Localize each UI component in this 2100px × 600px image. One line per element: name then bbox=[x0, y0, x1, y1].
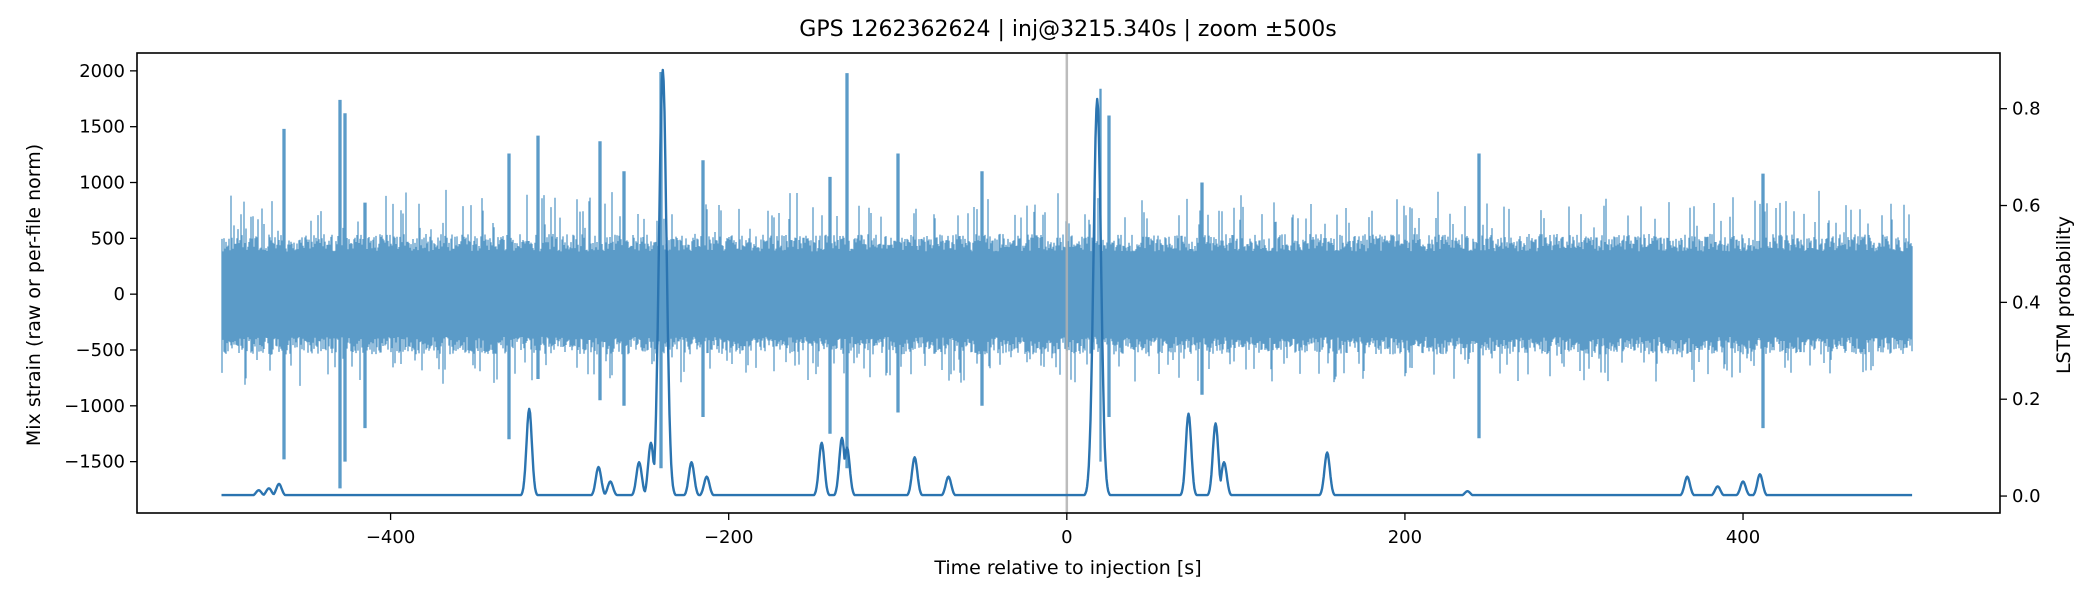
x-tick-label: 200 bbox=[1388, 527, 1422, 548]
y-left-tick-label: −1500 bbox=[64, 452, 125, 473]
axes-layer: −400 −200 0 200 400 −1500 −1000 −500 0 500 1000 150… bbox=[64, 52, 2041, 548]
y-right-tick-label: 0.8 bbox=[2012, 99, 2041, 120]
y-left-tick-label: −500 bbox=[76, 340, 125, 361]
chart-title: GPS 1262362624 | inj@3215.340s | zoom ±5… bbox=[799, 17, 1336, 42]
y-right-tick-label: 0.6 bbox=[2012, 196, 2041, 217]
lstm-probability-line bbox=[221, 68, 1913, 497]
y-axis-right-label: LSTM probability bbox=[2053, 216, 2075, 374]
y-axis-left-label: Mix strain (raw or per-file norm) bbox=[23, 144, 45, 446]
plot-frame bbox=[136, 52, 2001, 514]
strain-series-line bbox=[221, 72, 1913, 489]
x-tick-label: 0 bbox=[1061, 527, 1072, 548]
y-right-tick-label: 0.4 bbox=[2012, 292, 2041, 313]
y-left-tick-label: 1000 bbox=[79, 173, 125, 194]
y-left-tick-label: −1000 bbox=[64, 396, 125, 417]
x-tick-label: −200 bbox=[704, 527, 753, 548]
x-tick-label: 400 bbox=[1726, 527, 1760, 548]
y-left-tick-label: 500 bbox=[91, 228, 125, 249]
y-right-tick-label: 0.2 bbox=[2012, 389, 2041, 410]
y-left-tick-label: 2000 bbox=[79, 61, 125, 82]
y-left-tick-label: 1500 bbox=[79, 117, 125, 138]
x-tick-label: −400 bbox=[366, 527, 415, 548]
y-right-tick-label: 0.0 bbox=[2012, 486, 2041, 507]
series-layer bbox=[221, 53, 1913, 513]
y-left-tick-label: 0 bbox=[114, 284, 125, 305]
x-axis-label: Time relative to injection [s] bbox=[933, 557, 1201, 579]
